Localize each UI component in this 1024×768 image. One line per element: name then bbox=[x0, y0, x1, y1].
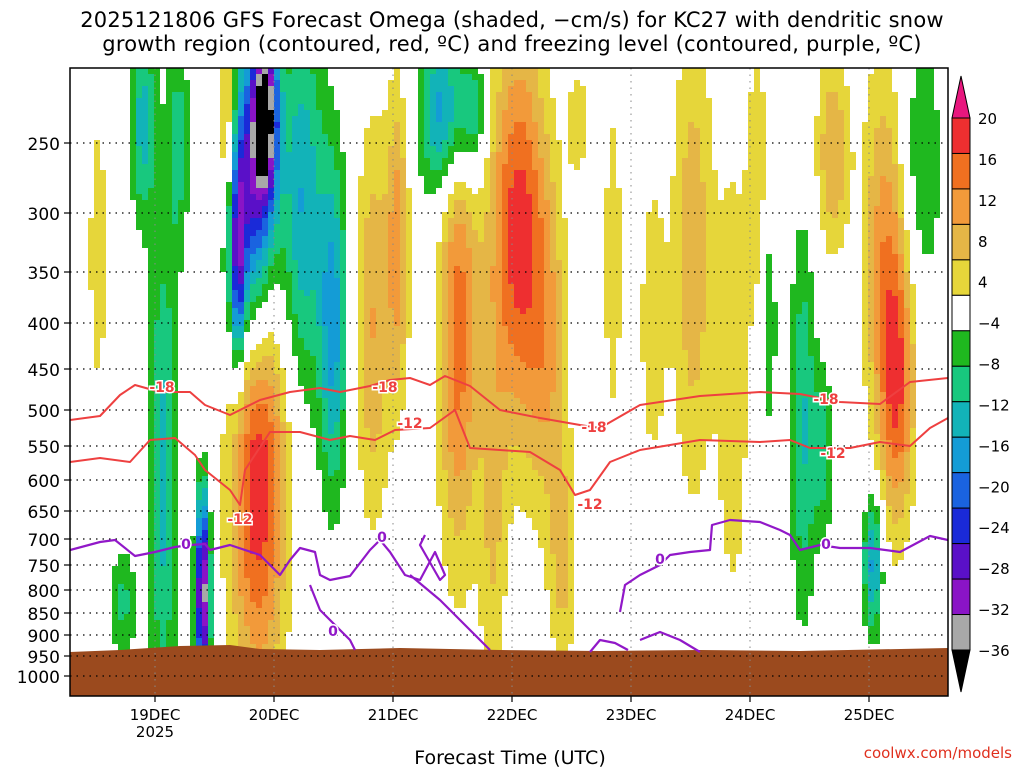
colorbar-label: −16 bbox=[978, 437, 1010, 455]
colorbar-swatch bbox=[951, 117, 971, 154]
colorbar-label: −20 bbox=[978, 478, 1010, 496]
contour-label-freezing: 0 bbox=[328, 624, 338, 640]
credit-text: coolwx.com/models bbox=[864, 744, 1012, 762]
x-tick-label: 24DEC bbox=[725, 706, 776, 724]
colorbar-label: −4 bbox=[978, 315, 1000, 333]
chart-title-line2: growth region (contoured, red, ºC) and f… bbox=[102, 32, 922, 56]
colorbar-label: −36 bbox=[978, 642, 1010, 660]
plot-frame bbox=[69, 67, 949, 697]
omega-field bbox=[70, 68, 948, 696]
x-axis-label: Forecast Time (UTC) bbox=[414, 747, 605, 768]
colorbar: 20 16 12 8 4 −4 −8 −12 −16 −20 −24 −28 −32 −36 bbox=[951, 75, 1010, 693]
colorbar-label: −12 bbox=[978, 396, 1010, 414]
x-tick-label: 19DEC bbox=[130, 706, 181, 724]
colorbar-swatch bbox=[951, 330, 971, 367]
y-tick-label: 900 bbox=[28, 627, 60, 647]
colorbar-swatch bbox=[951, 365, 971, 403]
x-tick-label: 21DEC bbox=[368, 706, 419, 724]
colorbar-swatch bbox=[951, 401, 971, 438]
dgz-18-contour bbox=[70, 375, 948, 429]
colorbar-swatch bbox=[951, 188, 971, 225]
y-tick-label: 850 bbox=[28, 605, 60, 625]
freezing-level-contour bbox=[639, 630, 701, 653]
dgz-12-contour bbox=[70, 409, 948, 506]
freezing-level-contour bbox=[409, 574, 491, 651]
colorbar-swatch bbox=[951, 223, 971, 261]
y-tick-label: 500 bbox=[28, 402, 60, 422]
colorbar-label: 4 bbox=[978, 274, 988, 292]
colorbar-label: −8 bbox=[978, 356, 1000, 374]
y-axis: 2503003504004505005506006507007508008509… bbox=[17, 135, 70, 688]
contour-label-dgz-lower: -12 bbox=[227, 512, 252, 528]
colorbar-swatch bbox=[951, 152, 971, 190]
y-tick-label: 600 bbox=[28, 472, 60, 492]
colorbar-swatch bbox=[951, 472, 971, 509]
y-tick-label: 250 bbox=[28, 135, 60, 155]
colorbar-top-arrow bbox=[951, 75, 971, 119]
colorbar-label: −28 bbox=[978, 560, 1010, 578]
y-tick-label: 350 bbox=[28, 264, 60, 284]
x-tick-label: 25DEC bbox=[844, 706, 895, 724]
y-tick-label: 1000 bbox=[17, 668, 60, 688]
y-tick-label: 550 bbox=[28, 438, 60, 458]
colorbar-label: −24 bbox=[978, 519, 1010, 537]
contour-label-freezing: 0 bbox=[821, 537, 831, 553]
contour-label-freezing: 0 bbox=[181, 537, 191, 553]
freezing-level-contour bbox=[70, 534, 447, 582]
colorbar-swatch bbox=[951, 507, 971, 545]
colorbar-label: 8 bbox=[978, 233, 988, 251]
y-tick-label: 400 bbox=[28, 315, 60, 335]
contour-label-dgz-upper: -18 bbox=[149, 380, 174, 396]
colorbar-swatch bbox=[951, 259, 971, 296]
contour-label-dgz-upper: -18 bbox=[372, 380, 397, 396]
contour-label-dgz-lower: -12 bbox=[397, 416, 422, 432]
colorbar-label: 16 bbox=[978, 151, 997, 169]
contour-label-dgz-upper: -18 bbox=[813, 392, 838, 408]
freezing-level-contour bbox=[308, 584, 356, 651]
colorbar-label: 20 bbox=[978, 110, 997, 128]
contour-layer: -18 -18 -18 -18 -12 -12 -12 -12 0 0 0 0 0 bbox=[70, 375, 948, 653]
y-tick-label: 300 bbox=[28, 205, 60, 225]
y-tick-label: 650 bbox=[28, 503, 60, 523]
y-tick-label: 800 bbox=[28, 582, 60, 602]
contour-label-freezing: 0 bbox=[377, 530, 387, 546]
freezing-level-contour bbox=[618, 518, 948, 613]
x-tick-label: 23DEC bbox=[606, 706, 657, 724]
contour-label-dgz-upper: -18 bbox=[581, 420, 606, 436]
colorbar-bottom-arrow bbox=[951, 649, 971, 693]
y-tick-label: 750 bbox=[28, 557, 60, 577]
freezing-level-contour bbox=[589, 638, 629, 653]
x-tick-label: 22DEC bbox=[487, 706, 538, 724]
y-tick-label: 950 bbox=[28, 648, 60, 668]
contour-label-freezing: 0 bbox=[655, 552, 665, 568]
colorbar-label: 12 bbox=[978, 192, 997, 210]
colorbar-swatch bbox=[951, 578, 971, 616]
colorbar-swatch bbox=[951, 543, 971, 580]
colorbar-swatch bbox=[951, 294, 971, 332]
x-tick-sublabel: 2025 bbox=[136, 723, 174, 741]
terrain-shading bbox=[70, 645, 948, 696]
x-tick-label: 20DEC bbox=[249, 706, 300, 724]
contour-label-dgz-lower: -12 bbox=[577, 497, 602, 513]
chart-title-line1: 2025121806 GFS Forecast Omega (shaded, −… bbox=[80, 8, 944, 32]
colorbar-label: −32 bbox=[978, 601, 1010, 619]
y-tick-label: 450 bbox=[28, 361, 60, 381]
colorbar-swatch bbox=[951, 436, 971, 474]
y-tick-label: 700 bbox=[28, 531, 60, 551]
grid bbox=[70, 68, 948, 696]
colorbar-swatch bbox=[951, 614, 971, 651]
contour-label-dgz-lower: -12 bbox=[820, 446, 845, 462]
